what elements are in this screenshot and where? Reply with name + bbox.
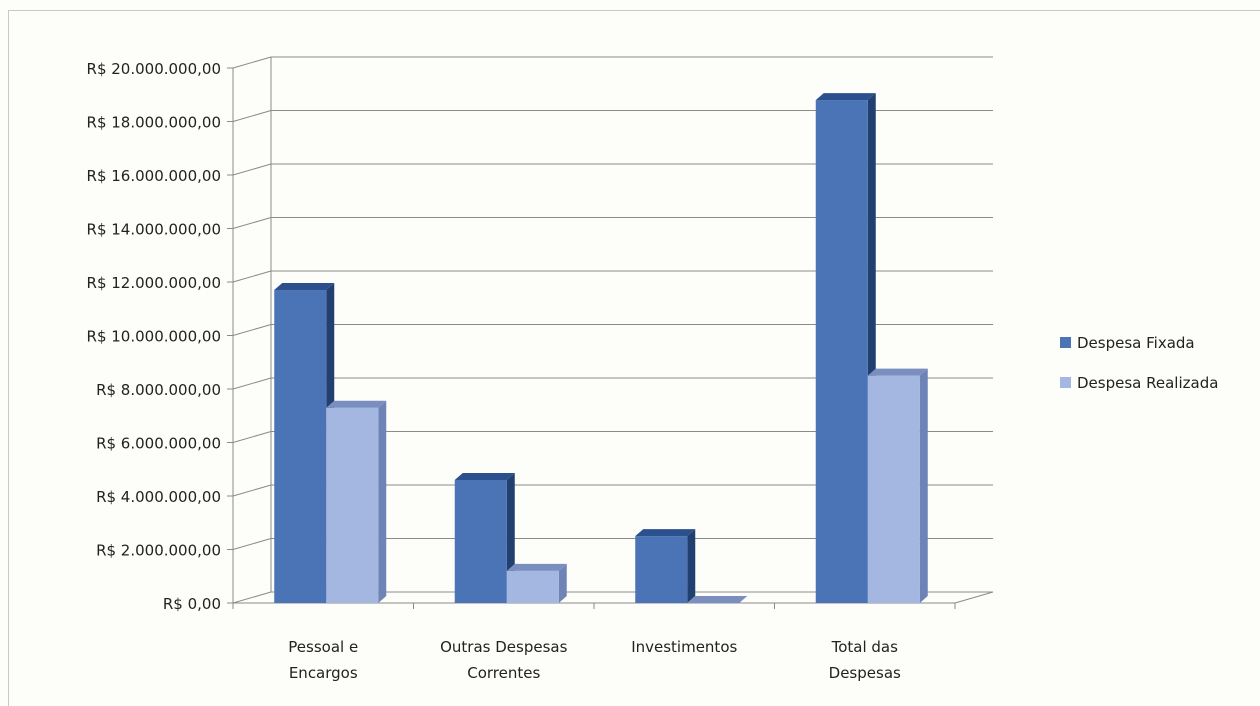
legend-swatch — [1060, 377, 1071, 388]
y-tick-label: R$ 0,00 — [163, 595, 221, 613]
gridline-diagonal — [232, 217, 272, 229]
bar — [326, 407, 379, 603]
y-tick-label: R$ 16.000.000,00 — [87, 167, 221, 185]
legend-label: Despesa Fixada — [1077, 334, 1195, 352]
gridline-diagonal — [232, 163, 272, 176]
x-tick-label: Outras Despesas Correntes — [440, 638, 567, 682]
x-tick-label-line: Correntes — [467, 664, 540, 682]
bar — [635, 536, 688, 603]
gridline-diagonal — [232, 324, 272, 336]
bar — [815, 100, 868, 603]
x-tick-label: Investimentos — [631, 638, 737, 656]
y-tick-label: R$ 4.000.000,00 — [96, 488, 221, 506]
bar-top — [635, 529, 696, 537]
gridline-diagonal — [232, 484, 272, 497]
bar — [454, 479, 507, 603]
x-tick-label-line: Investimentos — [631, 638, 737, 656]
bar-top — [454, 472, 515, 480]
y-tick-label: R$ 20.000.000,00 — [87, 60, 221, 78]
bar-side — [687, 529, 696, 603]
bar — [867, 375, 920, 603]
bar-top — [326, 400, 387, 408]
y-tick-label: R$ 8.000.000,00 — [96, 381, 221, 399]
x-tick-label-line: Encargos — [289, 664, 358, 682]
bar-top — [506, 563, 567, 571]
bar — [506, 570, 559, 603]
x-tick-label: Total das Despesas — [829, 638, 901, 682]
bar-side — [378, 400, 387, 603]
gridline-diagonal — [232, 538, 272, 550]
x-tick-label-line: Pessoal e — [288, 638, 358, 656]
y-tick-label: R$ 6.000.000,00 — [96, 435, 221, 453]
y-tick-label: R$ 12.000.000,00 — [87, 274, 221, 292]
bar-top — [274, 283, 335, 291]
gridline-diagonal — [232, 591, 272, 604]
bar-top — [867, 368, 928, 376]
x-tick-label-line: Total das — [831, 638, 899, 656]
legend-label: Despesa Realizada — [1077, 374, 1218, 392]
gridline-diagonal — [232, 377, 272, 390]
gridline-diagonal — [232, 431, 272, 443]
y-tick-label: R$ 10.000.000,00 — [87, 328, 221, 346]
bar-top — [815, 93, 876, 101]
floor-edge — [954, 591, 994, 604]
bar-side — [558, 563, 567, 603]
x-tick-label-line: Despesas — [829, 664, 901, 682]
bar — [274, 290, 327, 603]
x-tick-label: Pessoal e Encargos — [288, 638, 358, 682]
y-tick-label: R$ 2.000.000,00 — [96, 542, 221, 560]
gridline-diagonal — [232, 56, 272, 69]
chart-frame — [8, 10, 1260, 706]
y-tick-label: R$ 18.000.000,00 — [87, 114, 221, 132]
gridline-diagonal — [232, 270, 272, 283]
x-tick-label-line: Outras Despesas — [440, 638, 567, 656]
gridline-diagonal — [232, 110, 272, 122]
bar-top — [687, 596, 748, 603]
legend-swatch — [1060, 337, 1071, 348]
bar-side — [919, 368, 928, 603]
y-tick-label: R$ 14.000.000,00 — [87, 221, 221, 239]
